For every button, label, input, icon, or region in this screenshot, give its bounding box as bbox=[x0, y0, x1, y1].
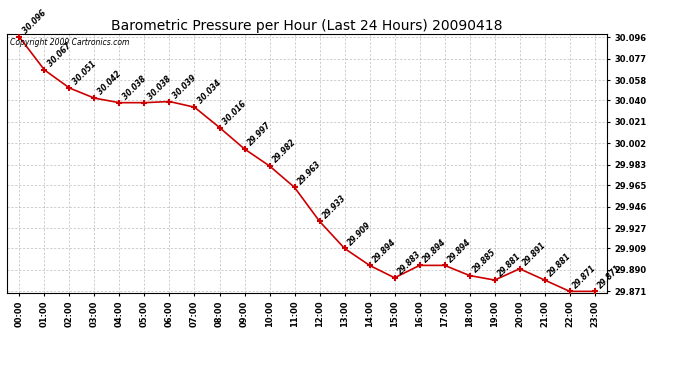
Text: 29.894: 29.894 bbox=[421, 237, 448, 264]
Text: 30.038: 30.038 bbox=[121, 74, 148, 101]
Title: Barometric Pressure per Hour (Last 24 Hours) 20090418: Barometric Pressure per Hour (Last 24 Ho… bbox=[111, 19, 503, 33]
Text: 30.034: 30.034 bbox=[196, 79, 223, 106]
Text: 29.885: 29.885 bbox=[471, 247, 498, 274]
Text: Copyright 2009 Cartronics.com: Copyright 2009 Cartronics.com bbox=[10, 38, 129, 46]
Text: 29.881: 29.881 bbox=[496, 252, 523, 279]
Text: 29.894: 29.894 bbox=[371, 237, 398, 264]
Text: 30.016: 30.016 bbox=[221, 99, 248, 126]
Text: 29.933: 29.933 bbox=[321, 193, 348, 220]
Text: 30.038: 30.038 bbox=[146, 74, 172, 101]
Text: 29.871: 29.871 bbox=[596, 263, 623, 290]
Text: 30.096: 30.096 bbox=[21, 9, 48, 36]
Text: 30.042: 30.042 bbox=[96, 70, 123, 97]
Text: 30.039: 30.039 bbox=[171, 73, 198, 100]
Text: 29.883: 29.883 bbox=[396, 249, 423, 276]
Text: 29.909: 29.909 bbox=[346, 220, 373, 247]
Text: 29.894: 29.894 bbox=[446, 237, 473, 264]
Text: 29.963: 29.963 bbox=[296, 159, 323, 186]
Text: 30.067: 30.067 bbox=[46, 42, 72, 69]
Text: 29.982: 29.982 bbox=[271, 138, 298, 165]
Text: 29.891: 29.891 bbox=[521, 240, 548, 267]
Text: 29.997: 29.997 bbox=[246, 121, 273, 148]
Text: 30.051: 30.051 bbox=[71, 60, 98, 87]
Text: 29.881: 29.881 bbox=[546, 252, 573, 279]
Text: 29.871: 29.871 bbox=[571, 263, 598, 290]
